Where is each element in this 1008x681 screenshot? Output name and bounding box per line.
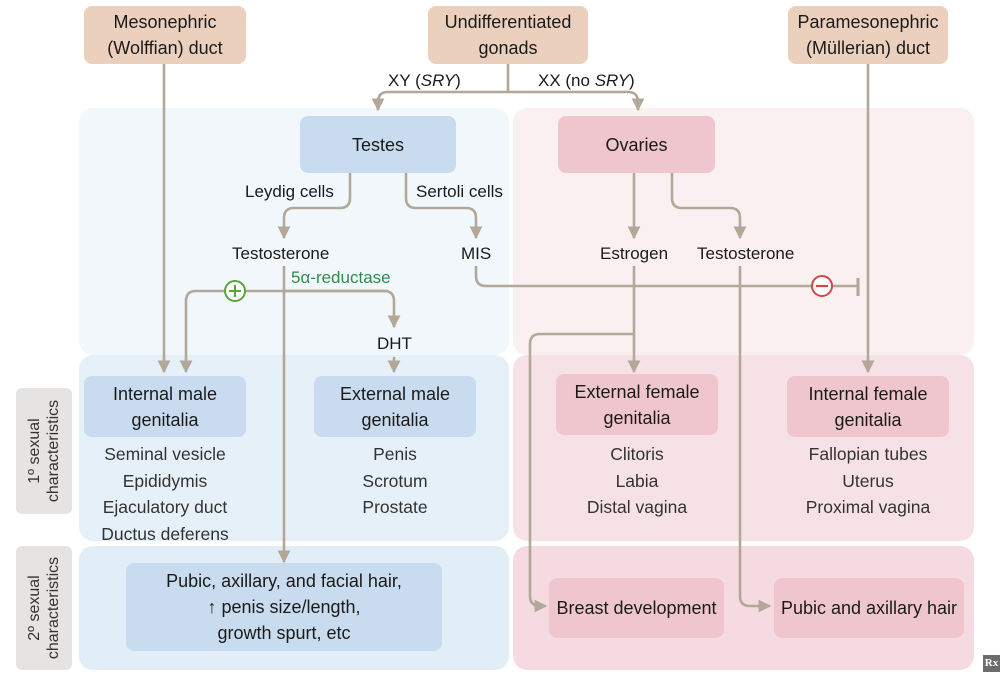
internal-male-line1: Internal male [112, 383, 218, 404]
primary-characteristics-label: 1º sexual characteristics [16, 388, 72, 514]
testes-box: Testes [300, 116, 456, 173]
male-secondary-line1: Pubic, axillary, and facial hair, [166, 571, 402, 591]
pubic-axillary-hair-label: Pubic and axillary hair [780, 598, 958, 618]
list-item: Uterus [842, 470, 894, 491]
gonads-box: Undifferentiated gonads [428, 6, 588, 64]
breast-development-label: Breast development [556, 598, 717, 618]
external-male-line1: External male [339, 383, 451, 404]
pubic-axillary-hair-box: Pubic and axillary hair [774, 578, 964, 638]
internal-female-box: Internal female genitalia [787, 376, 949, 437]
external-male-box: External male genitalia [314, 376, 476, 437]
list-item: Scrotum [362, 470, 428, 491]
male-secondary-line3: growth spurt, etc [217, 623, 351, 643]
mullerian-duct-box: Paramesonephric (Müllerian) duct [788, 6, 948, 64]
leydig-label: Leydig cells [245, 182, 334, 201]
sertoli-arrow [404, 173, 483, 240]
secondary-characteristics-label: 2º sexual characteristics [16, 546, 72, 670]
internal-male-box: Internal male genitalia [84, 376, 246, 437]
list-item: Proximal vagina [805, 497, 931, 517]
male-secondary-box: Pubic, axillary, and facial hair, ↑ peni… [126, 563, 442, 651]
stimulation-plus-icon [224, 280, 246, 302]
mis-inhibition-line [474, 266, 858, 288]
external-female-line2: genitalia [603, 407, 671, 428]
internal-male-list: Seminal vesicle Epididymis Ejaculatory d… [84, 441, 246, 547]
external-female-box: External female genitalia [556, 374, 718, 435]
leydig-arrow [277, 173, 352, 240]
list-item: Seminal vesicle [104, 444, 226, 464]
dht-label: DHT [377, 334, 412, 353]
wolffian-duct-box: Mesonephric (Wolffian) duct [84, 6, 246, 64]
list-item: Ductus deferens [101, 523, 229, 544]
gonads-line1: Undifferentiated [444, 12, 572, 32]
male-secondary-line2: ↑ penis size/length, [207, 597, 361, 617]
list-item: Fallopian tubes [808, 444, 928, 464]
list-item: Penis [373, 444, 417, 464]
sertoli-label: Sertoli cells [416, 182, 503, 201]
wolffian-line1: Mesonephric [113, 12, 217, 32]
ovaries-box: Ovaries [558, 116, 715, 173]
external-female-line1: External female [574, 381, 700, 402]
estrogen-breast-arrow [528, 332, 634, 613]
internal-female-list: Fallopian tubes Uterus Proximal vagina [781, 441, 955, 521]
list-item: Epididymis [122, 470, 208, 491]
list-item: Labia [615, 470, 659, 491]
mullerian-line2: (Müllerian) duct [805, 38, 931, 58]
list-item: Distal vagina [586, 497, 688, 517]
mullerian-line1: Paramesonephric [797, 12, 939, 32]
list-item: Clitoris [610, 444, 664, 464]
xy-arrow [371, 90, 508, 112]
list-item: Prostate [362, 497, 428, 517]
xx-label: XX (no SRY) [538, 71, 635, 90]
rx-logo: Rx [983, 655, 1000, 672]
ovaries-testosterone-arrow [670, 173, 747, 240]
list-item: Ejaculatory duct [102, 497, 228, 517]
reductase-label: 5α-reductase [291, 268, 391, 287]
mis-label: MIS [461, 244, 492, 263]
internal-female-line2: genitalia [834, 409, 902, 430]
external-male-line2: genitalia [361, 409, 429, 430]
gonads-line2: gonads [478, 38, 538, 58]
testes-label: Testes [351, 134, 405, 155]
breast-development-box: Breast development [549, 578, 724, 638]
testosterone-hair-arrow [738, 266, 772, 613]
reductase-arrow [284, 289, 401, 329]
female-testosterone-label: Testosterone [697, 244, 795, 263]
estrogen-label: Estrogen [600, 244, 669, 263]
external-female-list: Clitoris Labia Distal vagina [556, 441, 718, 521]
internal-male-line2: genitalia [131, 409, 199, 430]
xx-arrow [508, 90, 645, 112]
external-male-list: Penis Scrotum Prostate [314, 441, 476, 521]
internal-female-line1: Internal female [808, 383, 928, 404]
testosterone-internal-arrow [179, 289, 388, 374]
ovaries-label: Ovaries [605, 134, 668, 155]
wolffian-line2: (Wolffian) duct [107, 38, 223, 58]
male-testosterone-label: Testosterone [232, 244, 330, 263]
inhibition-minus-icon [811, 275, 833, 297]
xy-label: XY (SRY) [388, 71, 461, 90]
